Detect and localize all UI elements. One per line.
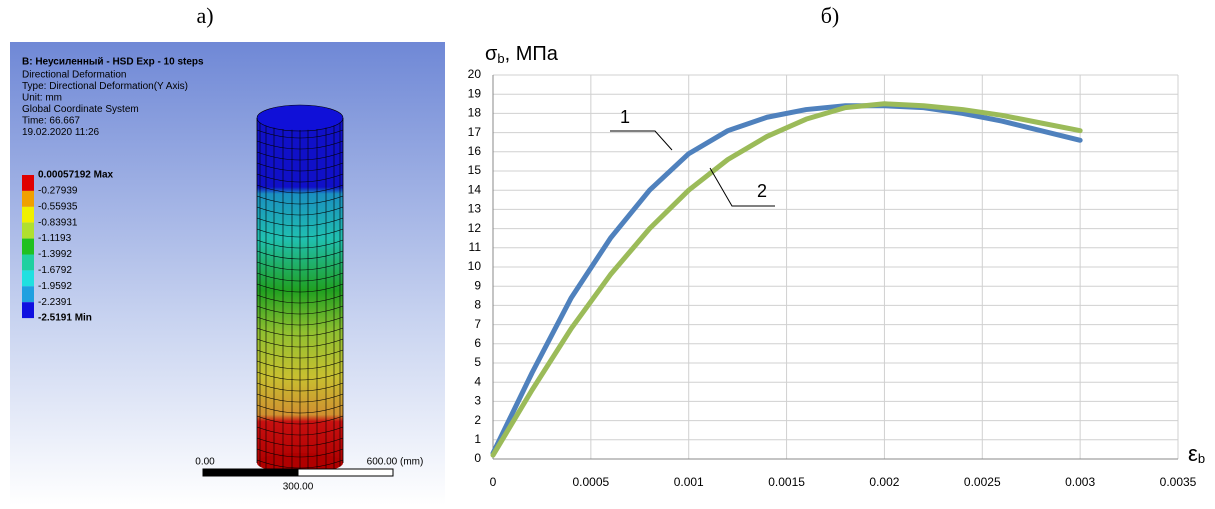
x-tick-label: 0.002 [869,475,899,489]
legend-label: -1.6792 [38,265,72,276]
legend-label: -0.83931 [38,217,78,228]
scale-label: 0.00 [195,457,215,468]
legend-swatch [22,239,34,255]
legend-label: -0.55935 [38,201,78,212]
panel-label: б) [821,3,840,28]
scale-bar [298,469,393,476]
info-line: 19.02.2020 11:26 [22,127,100,138]
info-line: Time: 66.667 [22,116,80,127]
cylinder [257,105,343,473]
y-tick-label: 5 [474,355,481,369]
scale-label: 300.00 [283,482,314,493]
legend-label: -1.9592 [38,281,72,292]
y-tick-label: 17 [468,125,482,139]
y-tick-label: 14 [468,182,482,196]
info-line: Global Coordinate System [22,104,139,115]
x-axis-label: εb [1188,441,1205,467]
y-tick-label: 12 [468,221,482,235]
y-tick-label: 4 [474,374,481,388]
y-tick-label: 13 [468,202,482,216]
x-tick-label: 0.0025 [964,475,1001,489]
y-tick-label: 8 [474,298,481,312]
y-tick-label: 0 [474,451,481,465]
series-label: 1 [620,107,630,127]
y-tick-label: 19 [468,86,482,100]
y-tick-label: 2 [474,413,481,427]
y-tick-label: 18 [468,106,482,120]
y-tick-label: 6 [474,336,481,350]
legend-label: -2.2391 [38,297,72,308]
x-tick-label: 0.003 [1065,475,1095,489]
x-tick-label: 0.0035 [1160,475,1197,489]
legend-swatch [22,286,34,302]
x-tick-label: 0 [490,475,497,489]
y-axis-label: σb, МПа [485,43,559,66]
info-line: Directional Deformation [22,70,127,81]
y-tick-label: 3 [474,394,481,408]
legend-swatch [22,207,34,223]
legend-label: -1.1193 [38,233,72,244]
legend-swatch [22,223,34,239]
series-label: 2 [757,181,767,201]
legend-label: -2.5191 Min [38,313,92,324]
legend-label: -0.27939 [38,186,78,197]
y-tick-label: 1 [474,432,481,446]
y-tick-label: 10 [468,259,482,273]
y-tick-label: 16 [468,144,482,158]
legend-label: 0.00057192 Max [38,170,114,181]
figure: а) б) B: Неусиленный - HSD Exp - 10 step… [0,0,1215,509]
leader-line [610,131,672,150]
y-tick-label: 11 [469,240,482,254]
y-tick-label: 7 [474,317,481,331]
legend-label: -1.3992 [38,249,72,260]
result-title: B: Неусиленный - HSD Exp - 10 steps [22,57,204,68]
panel-label: а) [196,3,213,28]
scale-bar [203,469,298,476]
y-tick-label: 20 [468,67,482,81]
x-tick-label: 0.0015 [768,475,805,489]
info-line: Type: Directional Deformation(Y Axis) [22,81,188,92]
x-tick-label: 0.001 [674,475,704,489]
legend-swatch [22,191,34,207]
legend-swatch [22,302,34,318]
legend-swatch [22,270,34,286]
info-line: Unit: mm [22,93,62,104]
legend-swatch [22,255,34,271]
x-tick-label: 0.0005 [573,475,610,489]
scale-label: 600.00 (mm) [367,457,424,468]
y-tick-label: 15 [468,163,482,177]
legend-swatch [22,175,34,191]
y-tick-label: 9 [474,278,481,292]
